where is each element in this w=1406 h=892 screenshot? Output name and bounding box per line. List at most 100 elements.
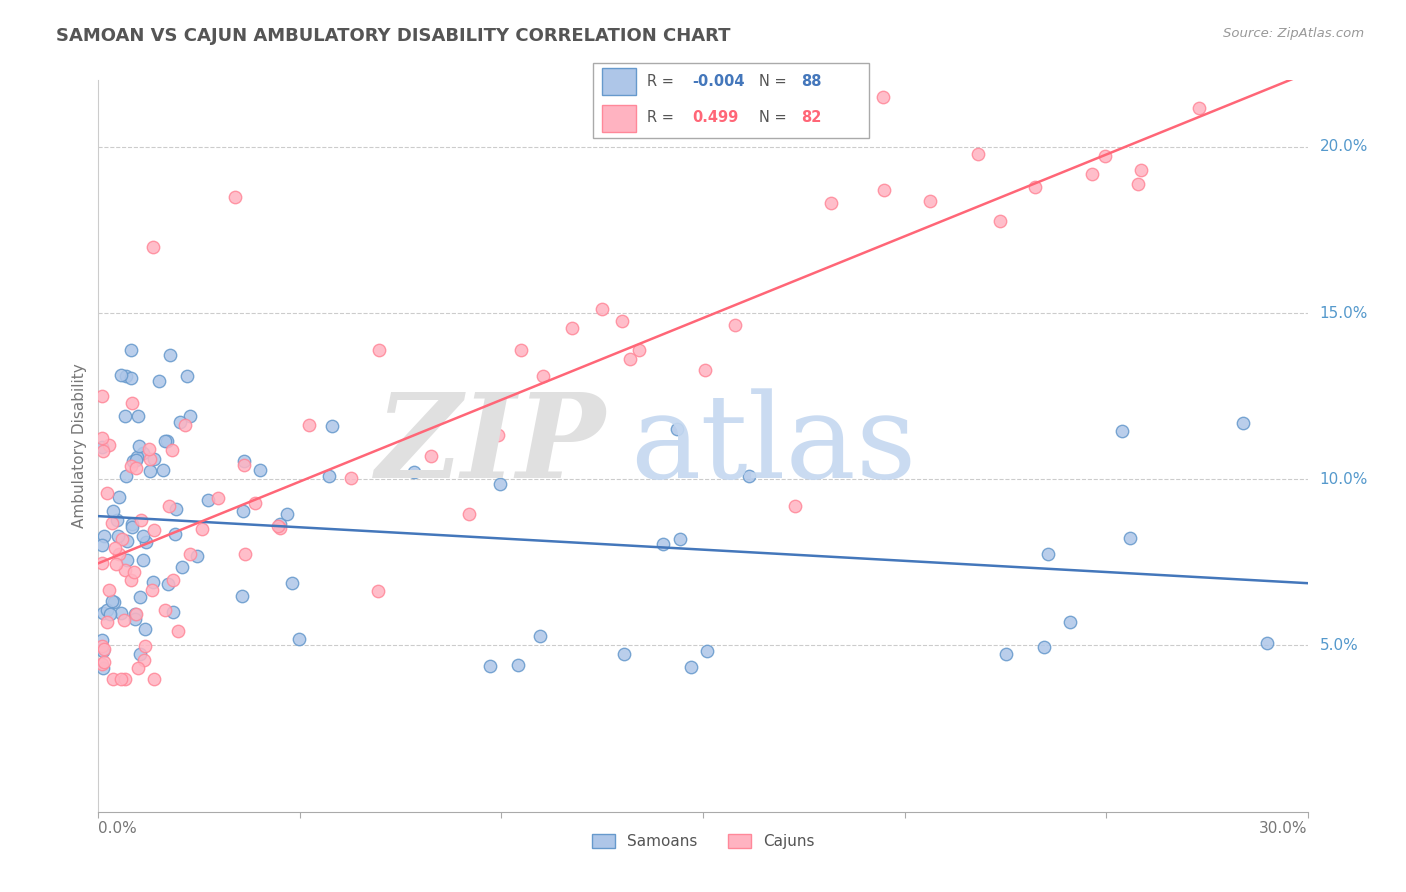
Text: 82: 82 bbox=[801, 111, 821, 125]
Point bbox=[114, 409, 136, 423]
Point bbox=[110, 368, 132, 382]
Point bbox=[132, 446, 155, 460]
Point bbox=[1129, 163, 1152, 178]
Point bbox=[125, 607, 148, 621]
Point bbox=[125, 450, 148, 464]
Point bbox=[276, 508, 298, 522]
Point bbox=[179, 409, 201, 423]
Point bbox=[165, 526, 187, 541]
Point bbox=[233, 458, 256, 472]
Text: 15.0%: 15.0% bbox=[1320, 306, 1368, 320]
Point bbox=[120, 370, 142, 384]
Point bbox=[143, 672, 166, 686]
Point bbox=[97, 583, 120, 598]
Text: 20.0%: 20.0% bbox=[1320, 139, 1368, 154]
Point bbox=[110, 606, 132, 620]
Point bbox=[1256, 636, 1278, 650]
Point bbox=[139, 464, 162, 478]
Point bbox=[531, 368, 554, 383]
Point bbox=[91, 556, 114, 570]
Point bbox=[207, 491, 229, 505]
Point bbox=[121, 519, 143, 533]
Point bbox=[176, 368, 198, 383]
Point bbox=[224, 189, 246, 203]
Point bbox=[93, 641, 115, 656]
Y-axis label: Ambulatory Disability: Ambulatory Disability bbox=[72, 364, 87, 528]
Point bbox=[142, 239, 165, 253]
Point bbox=[111, 532, 134, 546]
Point bbox=[1094, 149, 1116, 163]
Point bbox=[231, 589, 253, 603]
Text: atlas: atlas bbox=[630, 389, 917, 503]
Text: N =: N = bbox=[759, 111, 792, 125]
Point bbox=[117, 553, 139, 567]
Point bbox=[610, 314, 633, 328]
Point bbox=[873, 183, 896, 197]
Point bbox=[159, 348, 181, 362]
Point bbox=[1119, 531, 1142, 545]
Point bbox=[91, 606, 114, 620]
Point bbox=[91, 432, 114, 446]
Point bbox=[142, 575, 165, 590]
Point bbox=[679, 660, 702, 674]
Point bbox=[167, 624, 190, 638]
Point bbox=[120, 459, 142, 474]
Point bbox=[153, 602, 176, 616]
Point bbox=[156, 576, 179, 591]
Point bbox=[162, 605, 184, 619]
Point bbox=[298, 417, 321, 432]
Point bbox=[367, 343, 389, 357]
Point bbox=[269, 517, 291, 532]
Point bbox=[287, 632, 309, 646]
Point bbox=[101, 594, 124, 608]
Point bbox=[135, 535, 157, 549]
Point bbox=[1038, 547, 1060, 561]
Text: Source: ZipAtlas.com: Source: ZipAtlas.com bbox=[1223, 27, 1364, 40]
Text: 0.0%: 0.0% bbox=[98, 822, 138, 836]
Point bbox=[107, 529, 129, 543]
Point bbox=[197, 492, 219, 507]
Point bbox=[695, 363, 717, 377]
Point bbox=[820, 196, 842, 211]
Text: SAMOAN VS CAJUN AMBULATORY DISABILITY CORRELATION CHART: SAMOAN VS CAJUN AMBULATORY DISABILITY CO… bbox=[56, 27, 731, 45]
Point bbox=[91, 444, 114, 458]
Point bbox=[367, 583, 389, 598]
Point bbox=[115, 468, 138, 483]
Point bbox=[148, 374, 170, 388]
Point bbox=[173, 418, 195, 433]
Text: -0.004: -0.004 bbox=[692, 74, 744, 89]
Point bbox=[91, 538, 114, 552]
Point bbox=[1033, 640, 1056, 655]
Point bbox=[157, 500, 180, 514]
Point bbox=[723, 318, 745, 332]
Point bbox=[966, 147, 988, 161]
Text: 0.499: 0.499 bbox=[692, 111, 738, 125]
Text: ZIP: ZIP bbox=[377, 389, 606, 503]
Point bbox=[108, 547, 131, 561]
Point bbox=[96, 615, 118, 629]
Point bbox=[506, 657, 529, 672]
Text: 5.0%: 5.0% bbox=[1320, 638, 1358, 653]
FancyBboxPatch shape bbox=[602, 105, 636, 132]
Point bbox=[233, 547, 256, 561]
Point bbox=[103, 595, 125, 609]
Point bbox=[112, 613, 135, 627]
Point bbox=[872, 90, 894, 104]
Point bbox=[101, 672, 124, 686]
Point bbox=[129, 648, 152, 662]
Point bbox=[142, 451, 165, 466]
Point bbox=[100, 607, 122, 621]
Point bbox=[132, 552, 155, 566]
Point bbox=[155, 434, 177, 449]
Point bbox=[920, 194, 942, 209]
Legend: Samoans, Cajuns: Samoans, Cajuns bbox=[585, 828, 821, 855]
Point bbox=[529, 629, 551, 643]
Point bbox=[91, 657, 114, 671]
Point bbox=[110, 672, 132, 686]
Point bbox=[1059, 615, 1081, 629]
Point bbox=[627, 343, 650, 357]
Point bbox=[1232, 416, 1254, 430]
Point bbox=[121, 396, 143, 410]
Point bbox=[162, 443, 184, 458]
Point bbox=[98, 438, 121, 452]
